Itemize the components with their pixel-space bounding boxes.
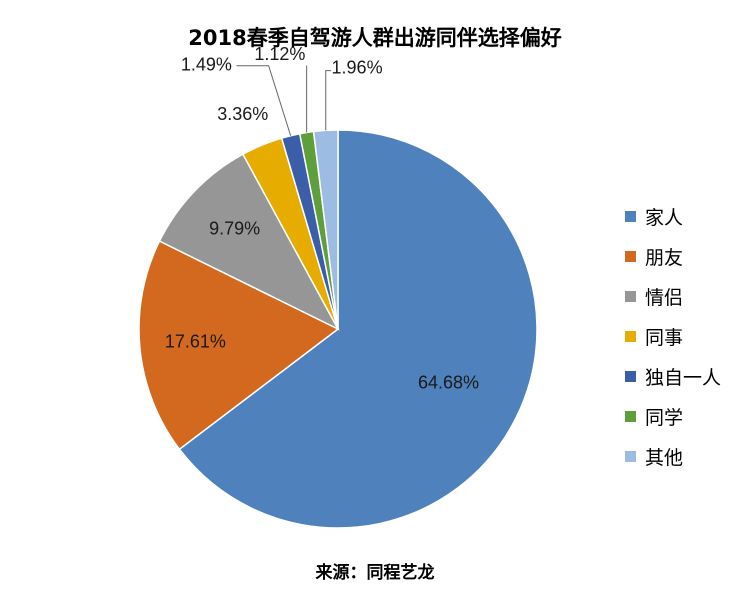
pie-slice-6 bbox=[312, 129, 339, 330]
legend-swatch bbox=[625, 450, 636, 462]
legend-label: 同学 bbox=[645, 406, 684, 429]
legend-swatch bbox=[625, 250, 636, 262]
legend-item-6: 其他 bbox=[625, 436, 721, 476]
chart-title: 2018春季自驾游人群出游同伴选择偏好 bbox=[188, 26, 562, 50]
legend-item-1: 朋友 bbox=[625, 236, 721, 276]
legend-item-3: 同事 bbox=[625, 316, 721, 356]
legend-label: 情侣 bbox=[645, 286, 684, 309]
legend-item-5: 同学 bbox=[625, 396, 721, 436]
slice-label-3: 3.36% bbox=[217, 104, 268, 124]
pie-slice-2 bbox=[158, 153, 340, 331]
pie-slice-1 bbox=[138, 240, 340, 451]
legend-swatch bbox=[625, 410, 636, 422]
slice-label-5: 1.12% bbox=[254, 44, 305, 64]
leader-line-4 bbox=[236, 65, 292, 136]
legend-label: 独自一人 bbox=[645, 366, 722, 389]
slice-label-0: 64.68% bbox=[418, 373, 479, 393]
slice-label-2: 9.79% bbox=[209, 219, 260, 239]
legend-label: 家人 bbox=[645, 206, 684, 229]
legend-label: 朋友 bbox=[645, 246, 684, 269]
chart-source: 来源：同程艺龙 bbox=[315, 563, 435, 583]
legend-item-4: 独自一人 bbox=[625, 356, 721, 396]
legend-item-0: 家人 bbox=[625, 196, 721, 236]
slice-label-6: 1.96% bbox=[332, 57, 383, 77]
legend-swatch bbox=[625, 370, 636, 382]
chart-legend: 家人朋友情侣同事独自一人同学其他 bbox=[625, 196, 721, 476]
leader-line-6 bbox=[325, 70, 332, 131]
legend-label: 其他 bbox=[645, 446, 684, 469]
legend-swatch bbox=[625, 210, 636, 222]
legend-swatch bbox=[625, 290, 636, 302]
legend-item-2: 情侣 bbox=[625, 276, 721, 316]
slice-label-1: 17.61% bbox=[165, 331, 226, 351]
pie-slice-0 bbox=[178, 129, 538, 529]
legend-swatch bbox=[625, 330, 636, 342]
slice-label-4: 1.49% bbox=[181, 54, 232, 74]
legend-label: 同事 bbox=[645, 326, 684, 349]
